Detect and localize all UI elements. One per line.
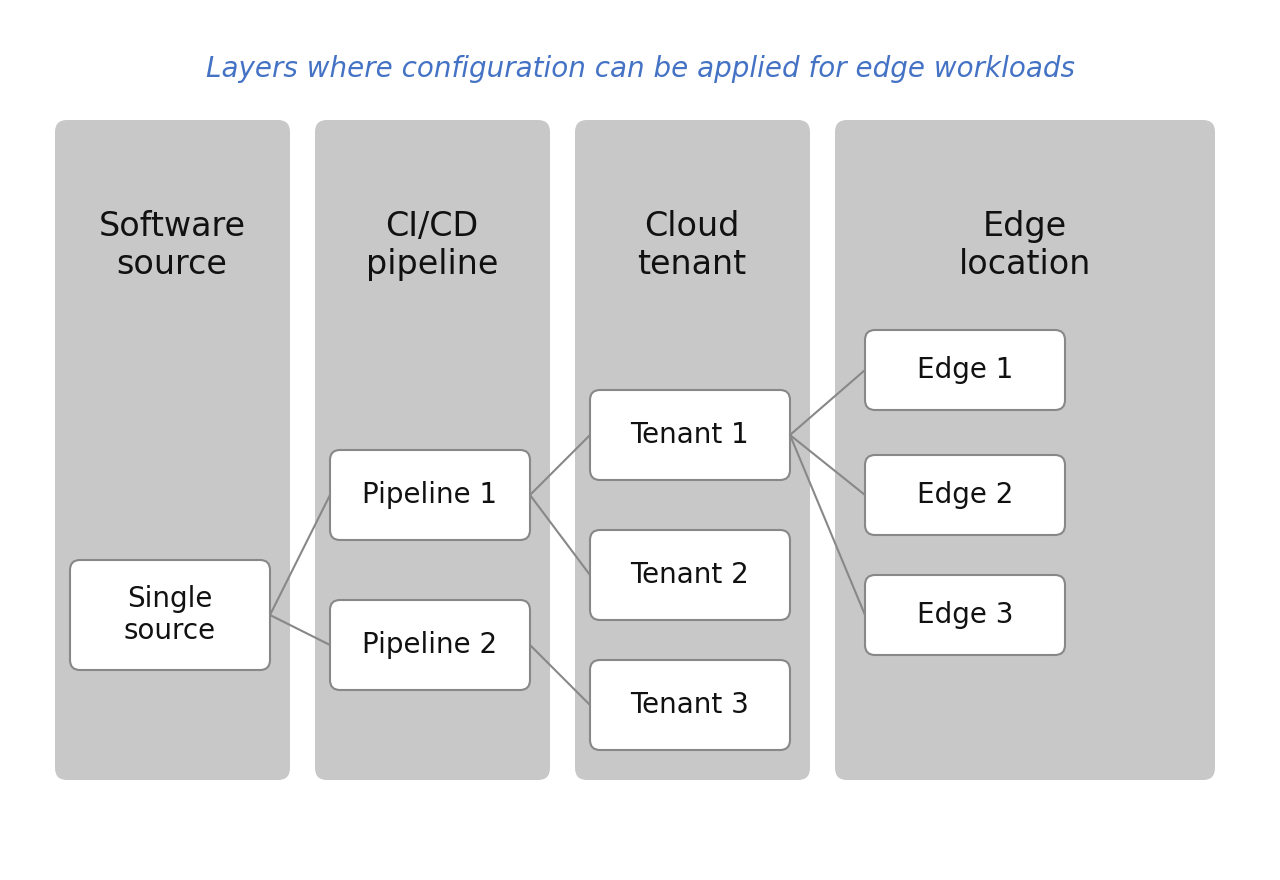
FancyBboxPatch shape	[590, 390, 790, 480]
Text: CI/CD
pipeline: CI/CD pipeline	[366, 210, 498, 282]
FancyBboxPatch shape	[865, 575, 1065, 655]
FancyBboxPatch shape	[865, 330, 1065, 410]
Text: Edge 2: Edge 2	[916, 481, 1014, 509]
FancyBboxPatch shape	[590, 660, 790, 750]
Text: Edge 3: Edge 3	[916, 601, 1014, 629]
FancyBboxPatch shape	[70, 560, 270, 670]
Text: Edge
location: Edge location	[959, 210, 1091, 282]
FancyBboxPatch shape	[315, 120, 550, 780]
Text: Tenant 3: Tenant 3	[631, 691, 749, 719]
FancyBboxPatch shape	[865, 455, 1065, 535]
FancyBboxPatch shape	[330, 600, 530, 690]
FancyBboxPatch shape	[55, 120, 291, 780]
Text: Software
source: Software source	[99, 210, 246, 282]
FancyBboxPatch shape	[330, 450, 530, 540]
FancyBboxPatch shape	[575, 120, 810, 780]
Text: Single
source: Single source	[124, 585, 216, 645]
Text: Layers where configuration can be applied for edge workloads: Layers where configuration can be applie…	[206, 55, 1074, 83]
Text: Tenant 1: Tenant 1	[631, 421, 749, 449]
Text: Pipeline 1: Pipeline 1	[362, 481, 498, 509]
FancyBboxPatch shape	[590, 530, 790, 620]
Text: Tenant 2: Tenant 2	[631, 561, 749, 589]
FancyBboxPatch shape	[835, 120, 1215, 780]
Text: Edge 1: Edge 1	[916, 356, 1014, 384]
Text: Cloud
tenant: Cloud tenant	[637, 210, 746, 282]
Text: Pipeline 2: Pipeline 2	[362, 631, 498, 659]
